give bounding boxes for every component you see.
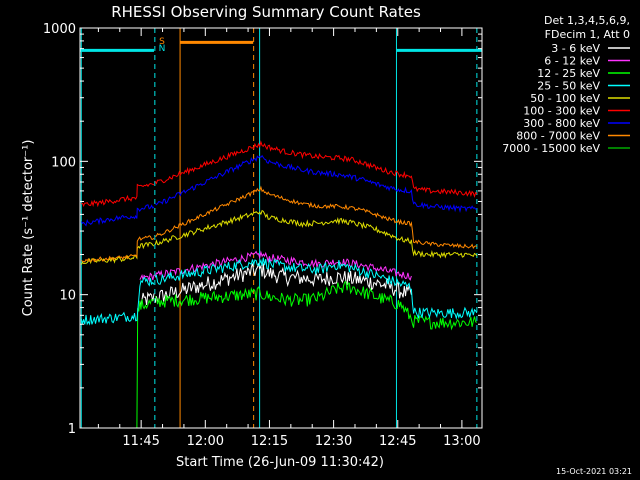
- series-line-4-part-0: [80, 241, 155, 265]
- x-tick-label-1: 12:00: [187, 434, 224, 449]
- series-line-0-part-1: [154, 262, 412, 303]
- x-tick-label-5: 13:00: [443, 434, 480, 449]
- series-line-2-part-0: [136, 298, 155, 429]
- series-line-4-part-1: [154, 209, 478, 259]
- series-line-7-part-0: [80, 235, 155, 263]
- y-axis-label: Count Rate (s⁻¹ detector⁻¹): [21, 140, 36, 317]
- legend: Det 1,3,4,5,6,9, FDecim 1, Att 0 3 - 6 k…: [502, 14, 630, 155]
- legend-header-line2: FDecim 1, Att 0: [545, 28, 630, 41]
- series-line-3-part-1: [154, 257, 478, 321]
- series-line-1-part-0: [139, 272, 155, 283]
- series-line-6-part-1: [154, 154, 478, 213]
- plot-area: SN: [80, 28, 482, 429]
- legend-label-6: 300 - 800 keV: [523, 117, 600, 130]
- legend-label-3: 25 - 50 keV: [537, 80, 600, 93]
- legend-label-0: 3 - 6 keV: [551, 42, 600, 55]
- legend-label-5: 100 - 300 keV: [523, 105, 600, 118]
- series-line-1-part-1: [154, 250, 412, 281]
- x-axis-ticks: 11:45 12:00 12:15 12:30 12:45 13:00: [97, 28, 481, 449]
- x-axis-label: Start Time (26-Jun-09 11:30:42): [176, 455, 384, 470]
- y-tick-label-3: 1000: [43, 22, 76, 37]
- y-axis-ticks: 1 10 100 1000: [43, 22, 482, 437]
- series-line-5-part-0: [81, 182, 155, 208]
- series-line-3-part-0: [80, 276, 155, 326]
- series-line-5-part-1: [154, 140, 478, 198]
- legend-label-1: 6 - 12 keV: [544, 55, 600, 68]
- x-tick-label-3: 12:30: [315, 434, 352, 449]
- y-tick-label-2: 100: [51, 155, 76, 170]
- legend-label-8: 7000 - 15000 keV: [502, 142, 600, 155]
- flag-label-S: S: [159, 37, 165, 47]
- x-tick-label-4: 12:45: [379, 434, 416, 449]
- legend-label-2: 12 - 25 keV: [537, 67, 600, 80]
- series-line-6-part-0: [80, 204, 155, 227]
- render-timestamp: 15-Oct-2021 03:21: [556, 467, 632, 476]
- y-tick-label-0: 1: [68, 422, 76, 437]
- x-tick-label-2: 12:15: [251, 434, 288, 449]
- plot-frame: [79, 27, 483, 429]
- legend-label-7: 800 - 7000 keV: [516, 130, 600, 143]
- series-line-7-part-1: [155, 185, 478, 250]
- flag-label-N: N: [159, 44, 166, 54]
- x-tick-label-0: 11:45: [122, 434, 159, 449]
- legend-label-4: 50 - 100 keV: [530, 92, 600, 105]
- legend-header-line1: Det 1,3,4,5,6,9,: [544, 14, 630, 27]
- chart-title: RHESSI Observing Summary Count Rates: [111, 3, 421, 21]
- y-tick-label-1: 10: [59, 289, 76, 304]
